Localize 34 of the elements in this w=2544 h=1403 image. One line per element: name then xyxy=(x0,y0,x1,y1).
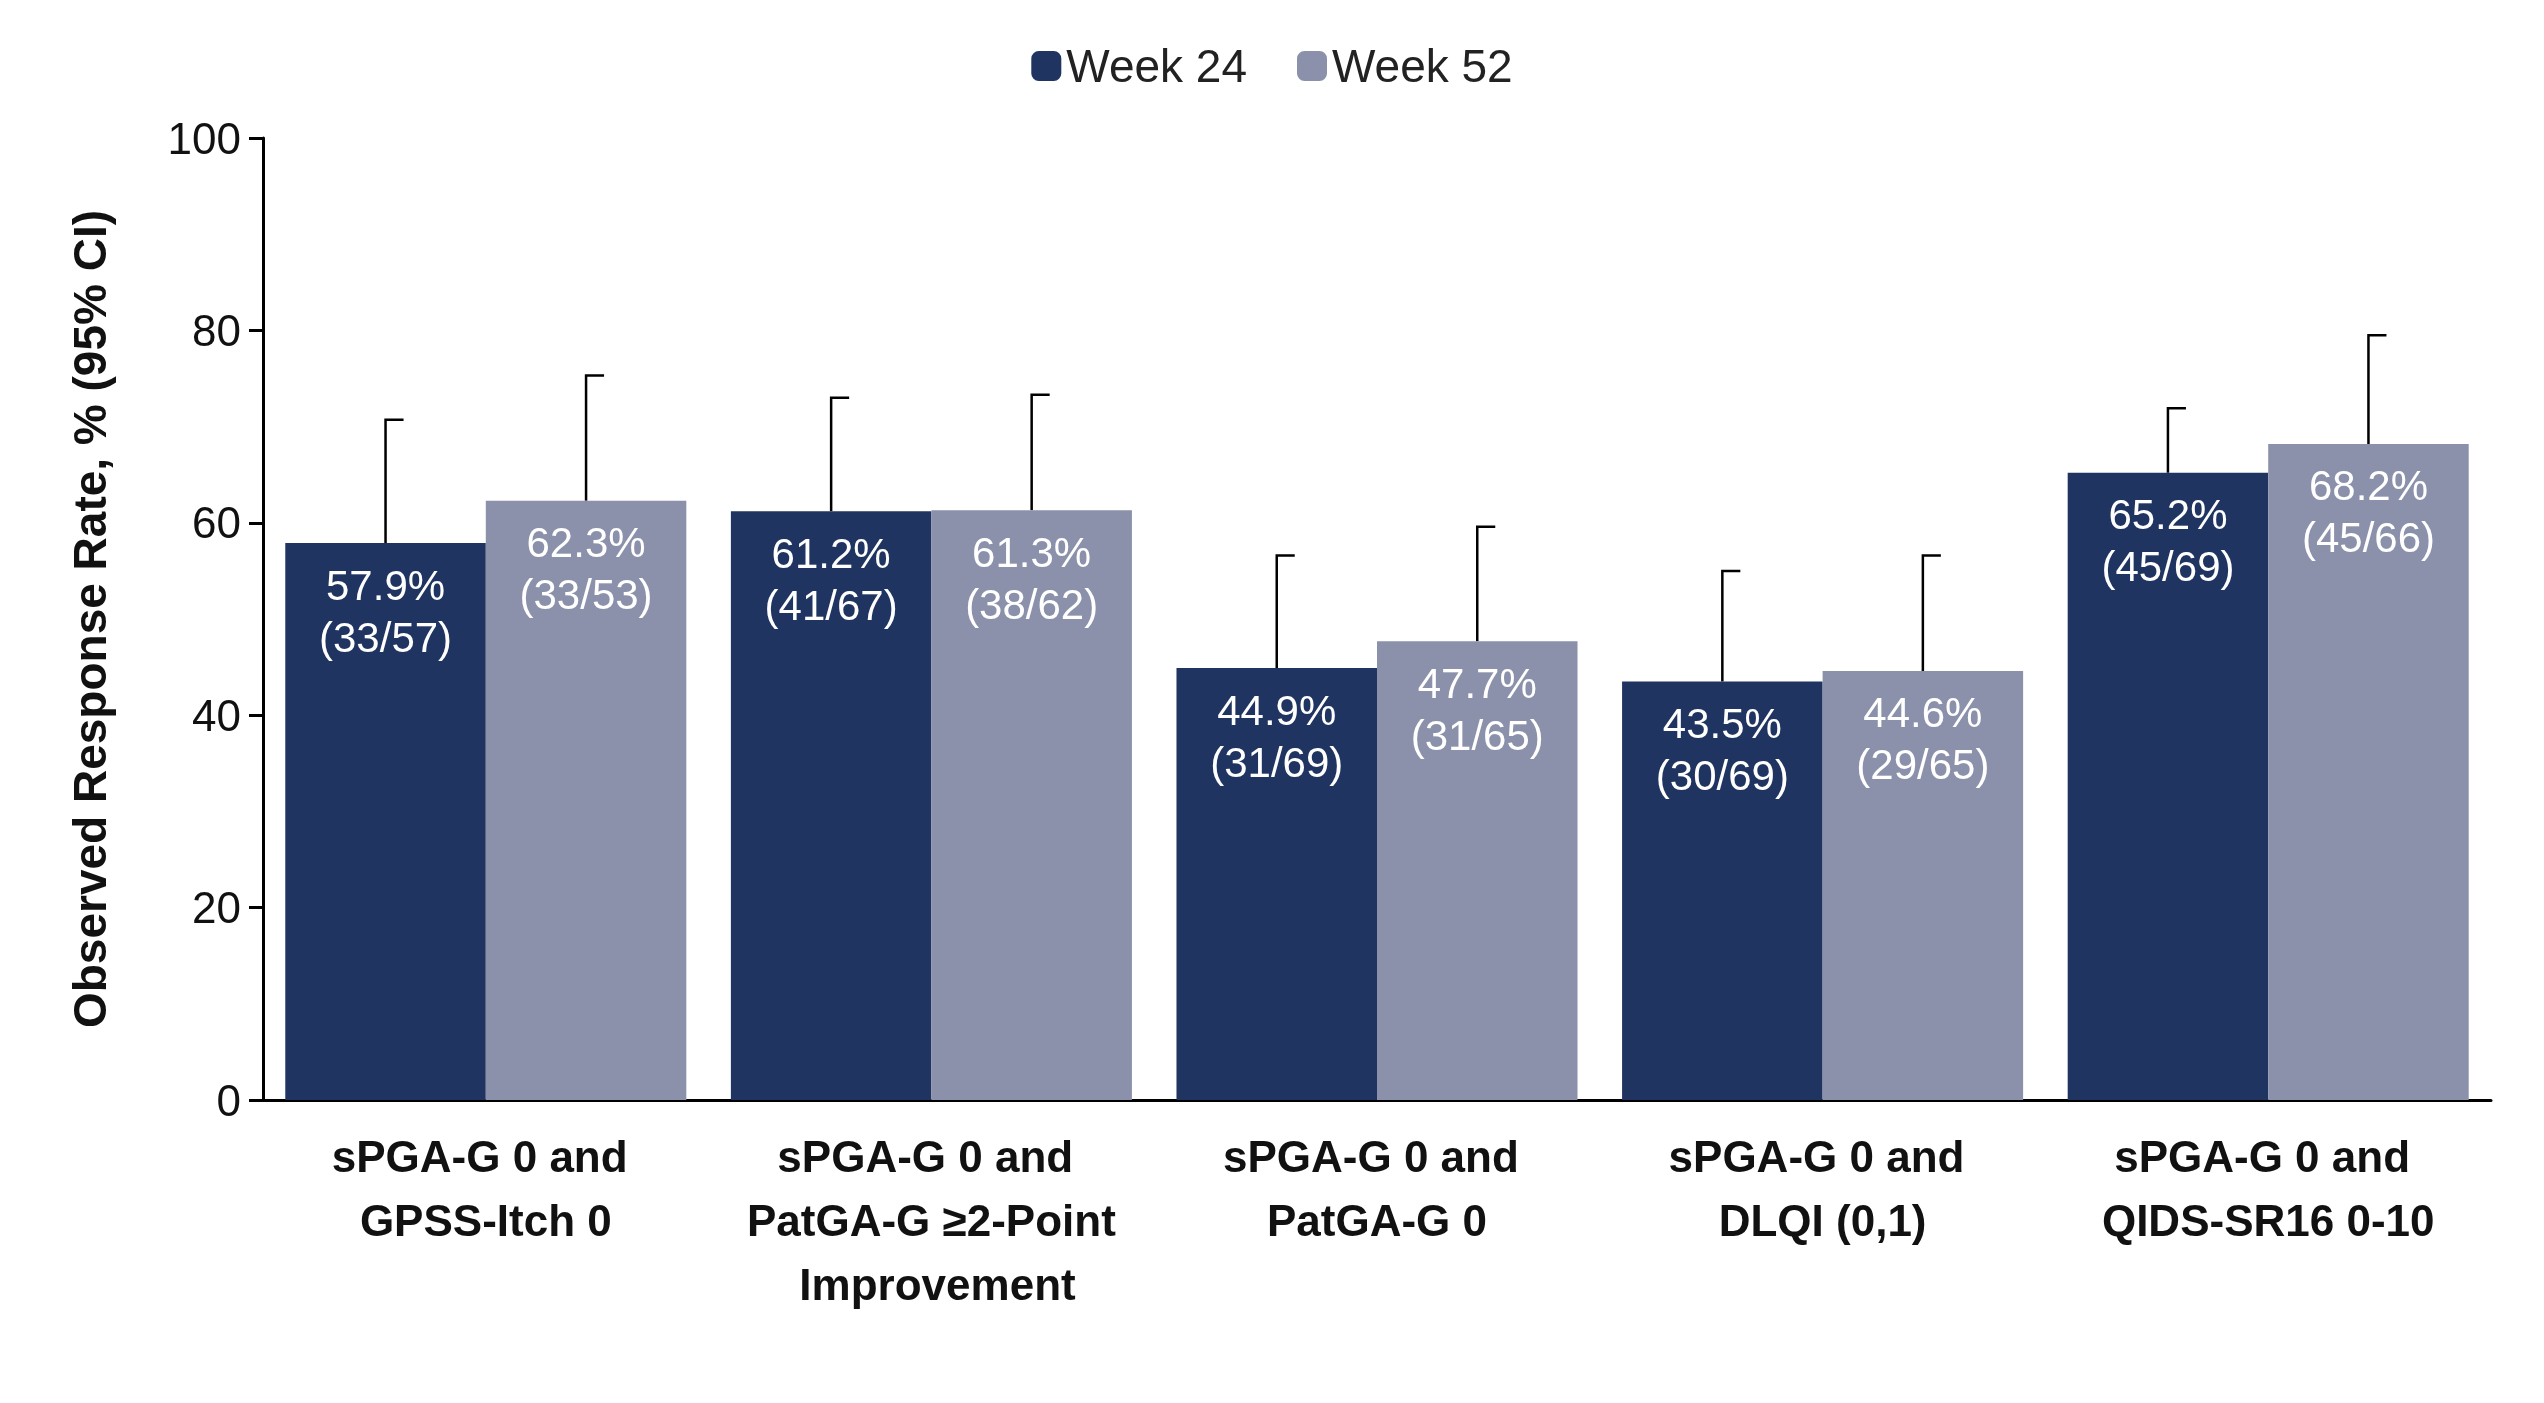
x-tick-label: sPGA-G 0 and PatGA-G 0 xyxy=(1222,1131,1532,1245)
data-label: 43.5% (30/69) xyxy=(1655,700,1789,800)
y-tick-label: 0 xyxy=(216,1075,241,1125)
bar xyxy=(2067,472,2269,1100)
x-tick-label: sPGA-G 0 and GPSS-Itch 0 xyxy=(331,1131,640,1245)
data-label: 57.9% (33/57) xyxy=(319,561,453,661)
data-label: 68.2% (45/66) xyxy=(2301,462,2435,562)
x-tick-label: sPGA-G 0 and QIDS-SR16 0-10 xyxy=(2101,1131,2435,1245)
data-label: 61.3% (38/62) xyxy=(965,528,1099,628)
y-tick-label: 80 xyxy=(192,305,241,355)
data-label: 47.7% (31/65) xyxy=(1410,659,1544,759)
bar xyxy=(2268,443,2469,1100)
bar xyxy=(485,500,687,1100)
x-tick-label: sPGA-G 0 and PatGA-G ≥2-Point Improvement xyxy=(746,1131,1117,1309)
bar xyxy=(1622,681,1823,1100)
bar xyxy=(730,511,932,1100)
data-label: 61.2% (41/67) xyxy=(764,529,898,629)
y-tick-label: 60 xyxy=(192,498,241,548)
bar xyxy=(931,510,1132,1100)
data-label: 62.3% (33/53) xyxy=(519,519,653,619)
y-tick-label: 20 xyxy=(192,883,241,933)
data-label: 44.9% (31/69) xyxy=(1210,686,1344,786)
x-tick-label: sPGA-G 0 and DLQI (0,1) xyxy=(1668,1131,1977,1245)
y-tick-label: 40 xyxy=(192,690,241,740)
bar xyxy=(1822,670,2024,1100)
data-label: 65.2% (45/69) xyxy=(2101,491,2235,591)
bar xyxy=(1176,668,1377,1100)
bar xyxy=(1377,641,1578,1100)
y-tick-label: 100 xyxy=(167,113,241,163)
legend-label: Week 52 xyxy=(1332,40,1513,92)
y-axis-title: Observed Response Rate, % (95% CI) xyxy=(64,209,116,1029)
data-label: 44.6% (29/65) xyxy=(1856,689,1990,789)
bar xyxy=(285,543,486,1100)
legend-label: Week 24 xyxy=(1066,40,1247,92)
